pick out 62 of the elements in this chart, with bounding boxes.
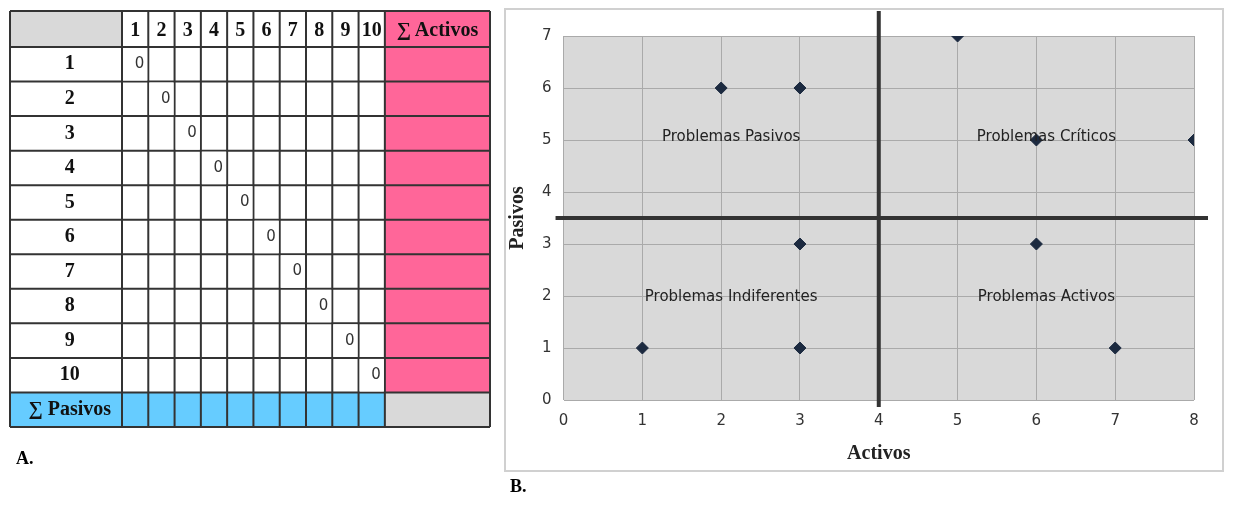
x-tick-label: 3 <box>182 18 193 41</box>
text: B. <box>510 476 528 497</box>
y-tick-label: 5 <box>64 189 75 212</box>
x-tick-label: 1 <box>130 18 141 41</box>
x-tick-label: 5 <box>235 18 246 41</box>
x-axis-title: Activos <box>847 441 911 464</box>
y-tick-label: ∑ Pasivos <box>28 396 112 420</box>
y-tick-label: 1 <box>64 51 75 74</box>
point <box>1108 341 1122 355</box>
annotation: Problemas Indiferentes <box>644 286 818 305</box>
data-label: 0 <box>318 295 329 314</box>
x-tick-label: 5 <box>952 410 963 429</box>
data-label: 0 <box>161 88 171 107</box>
y-tick-label: 6 <box>64 224 75 247</box>
data-label: 0 <box>187 123 197 142</box>
x-tick-label: 1 <box>637 410 648 429</box>
data-label: 0 <box>371 365 381 384</box>
y-tick-label: 7 <box>64 258 75 281</box>
y-tick-label: 4 <box>542 181 552 200</box>
data-label: 0 <box>345 330 355 349</box>
text: A. <box>16 448 35 469</box>
point <box>793 341 807 355</box>
x-tick-label: 6 <box>261 18 272 41</box>
x-tick-label: 7 <box>287 18 298 41</box>
y-tick-label: 2 <box>542 285 552 304</box>
data-label: 0 <box>213 157 224 176</box>
x-tick-label: 4 <box>874 410 884 429</box>
x-tick-label: 8 <box>314 18 325 41</box>
x-tick-label: 3 <box>795 410 805 429</box>
x-tick-label: 4 <box>209 18 219 41</box>
data-label: 0 <box>266 226 276 245</box>
y-tick-label: 6 <box>542 77 552 96</box>
point <box>1029 237 1043 251</box>
data-label: 0 <box>134 54 145 73</box>
y-tick-label: 8 <box>64 293 75 316</box>
x-tick-label: 7 <box>1110 410 1120 429</box>
y-tick-label: 5 <box>542 129 552 148</box>
point <box>635 341 649 355</box>
data-label: 0 <box>239 192 250 211</box>
y-tick-label: 1 <box>542 337 552 356</box>
y-tick-label: 0 <box>542 389 552 408</box>
x-tick-label: 2 <box>716 410 726 429</box>
point <box>714 81 728 95</box>
data-label: 0 <box>292 261 302 280</box>
x-tick-label: ∑ Activos <box>396 18 479 42</box>
annotation: Problemas Pasivos <box>661 126 801 145</box>
x-tick-label: 2 <box>156 18 167 41</box>
point <box>793 81 807 95</box>
x-tick-label: 10 <box>361 18 382 41</box>
x-tick-label: 6 <box>1031 410 1042 429</box>
x-tick-label: 0 <box>558 410 569 429</box>
annotation: Problemas Activos <box>977 286 1116 305</box>
x-tick-label: 9 <box>340 18 351 41</box>
y-tick-label: 10 <box>59 362 80 385</box>
x-tick-label: 8 <box>1189 410 1199 429</box>
y-tick-label: 3 <box>542 233 552 252</box>
y-tick-label: 4 <box>64 155 75 178</box>
point <box>793 237 807 251</box>
y-tick-label: 9 <box>64 327 75 350</box>
y-tick-label: 3 <box>64 120 75 143</box>
y-tick-label: 2 <box>64 85 75 108</box>
y-axis-title: Pasivos <box>505 186 528 250</box>
